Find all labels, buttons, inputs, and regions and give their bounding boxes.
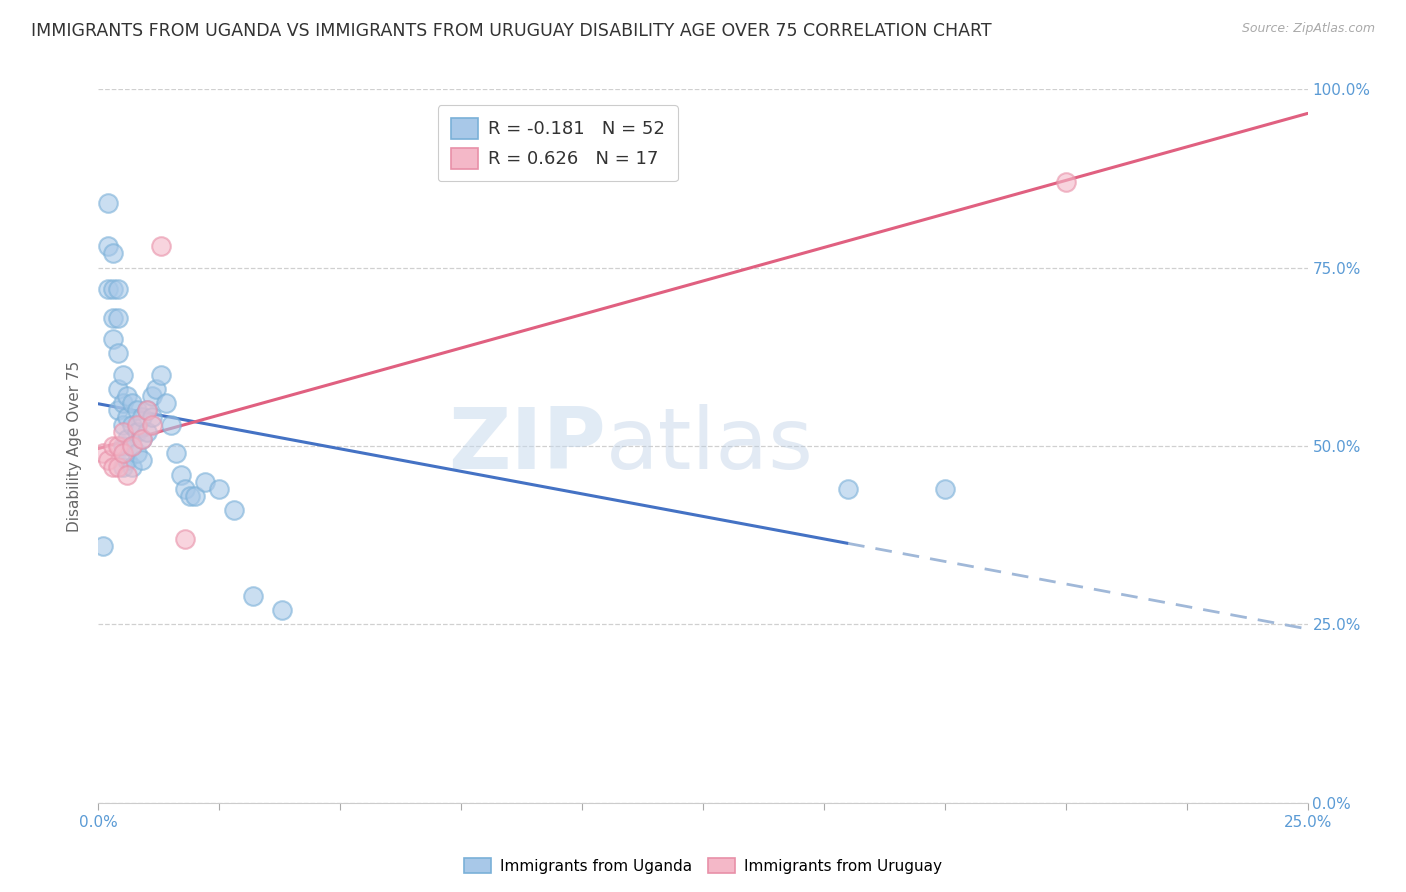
Point xyxy=(131,410,153,425)
Point xyxy=(208,482,231,496)
Point xyxy=(141,410,163,425)
Point xyxy=(135,403,157,417)
Point xyxy=(131,453,153,467)
Point xyxy=(121,417,143,432)
Text: Source: ZipAtlas.com: Source: ZipAtlas.com xyxy=(1241,22,1375,36)
Point xyxy=(145,382,167,396)
Point xyxy=(97,453,120,467)
Point xyxy=(121,439,143,453)
Point xyxy=(117,432,139,446)
Point xyxy=(107,382,129,396)
Point xyxy=(107,346,129,360)
Point xyxy=(111,446,134,460)
Point xyxy=(117,389,139,403)
Point xyxy=(837,482,859,496)
Point xyxy=(222,503,245,517)
Point xyxy=(1054,175,1077,189)
Point xyxy=(194,475,217,489)
Point xyxy=(117,453,139,467)
Point xyxy=(131,432,153,446)
Point xyxy=(107,460,129,475)
Point xyxy=(101,246,124,260)
Point xyxy=(150,239,173,253)
Point xyxy=(121,396,143,410)
Point xyxy=(107,282,129,296)
Point xyxy=(97,282,120,296)
Point xyxy=(101,282,124,296)
Point xyxy=(271,603,294,617)
Point xyxy=(127,417,149,432)
Point xyxy=(155,396,177,410)
Point xyxy=(121,439,143,453)
Point xyxy=(111,417,134,432)
Point xyxy=(127,403,149,417)
Point xyxy=(91,446,114,460)
Point xyxy=(141,417,163,432)
Point xyxy=(135,425,157,439)
Point xyxy=(101,439,124,453)
Point xyxy=(101,332,124,346)
Point xyxy=(242,589,264,603)
Point xyxy=(179,489,201,503)
Point xyxy=(97,196,120,211)
Point xyxy=(111,460,134,475)
Legend: R = -0.181   N = 52, R = 0.626   N = 17: R = -0.181 N = 52, R = 0.626 N = 17 xyxy=(437,105,678,181)
Point xyxy=(141,389,163,403)
Text: IMMIGRANTS FROM UGANDA VS IMMIGRANTS FROM URUGUAY DISABILITY AGE OVER 75 CORRELA: IMMIGRANTS FROM UGANDA VS IMMIGRANTS FRO… xyxy=(31,22,991,40)
Point xyxy=(107,403,129,417)
Point xyxy=(165,446,187,460)
Point xyxy=(111,396,134,410)
Text: ZIP: ZIP xyxy=(449,404,606,488)
Point xyxy=(184,489,207,503)
Y-axis label: Disability Age Over 75: Disability Age Over 75 xyxy=(67,360,83,532)
Point xyxy=(117,410,139,425)
Point xyxy=(127,425,149,439)
Point xyxy=(111,439,134,453)
Text: atlas: atlas xyxy=(606,404,814,488)
Point xyxy=(174,482,197,496)
Point xyxy=(121,460,143,475)
Point xyxy=(111,368,134,382)
Point xyxy=(111,425,134,439)
Point xyxy=(934,482,956,496)
Point xyxy=(135,403,157,417)
Point xyxy=(107,310,129,325)
Point xyxy=(174,532,197,546)
Legend: Immigrants from Uganda, Immigrants from Uruguay: Immigrants from Uganda, Immigrants from … xyxy=(457,852,949,880)
Point xyxy=(107,439,129,453)
Point xyxy=(160,417,183,432)
Point xyxy=(117,467,139,482)
Point xyxy=(101,310,124,325)
Point xyxy=(101,460,124,475)
Point xyxy=(131,432,153,446)
Point xyxy=(169,467,191,482)
Point xyxy=(91,539,114,553)
Point xyxy=(127,446,149,460)
Point xyxy=(150,368,173,382)
Point xyxy=(97,239,120,253)
